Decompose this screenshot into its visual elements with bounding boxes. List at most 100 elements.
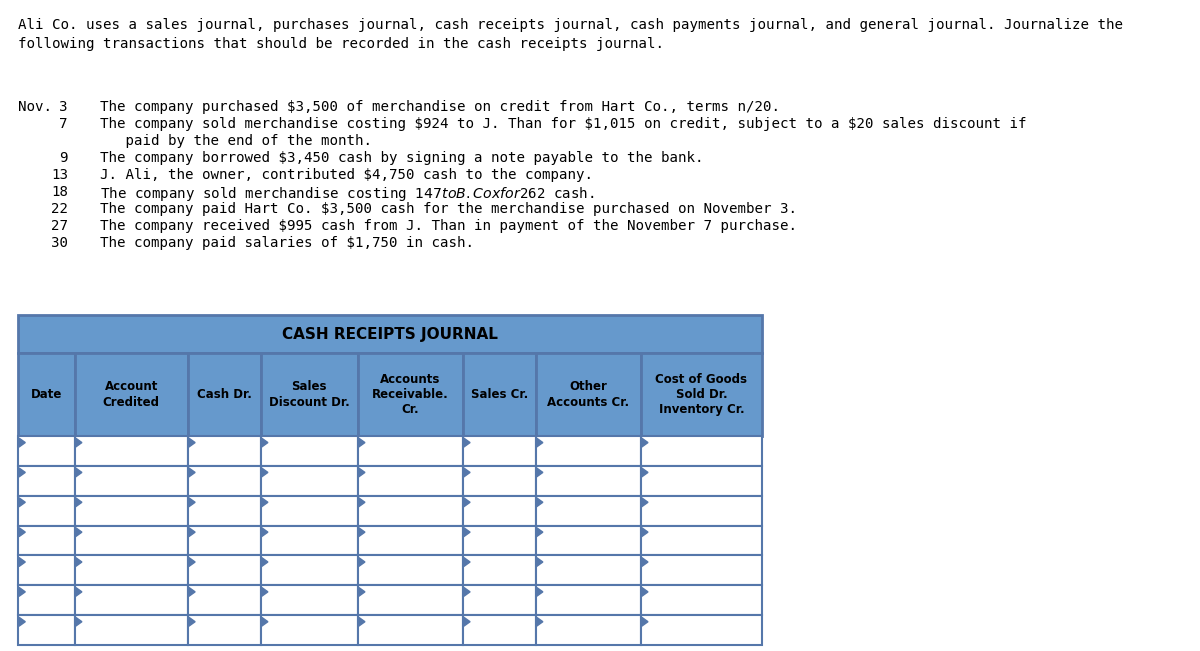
Polygon shape xyxy=(19,617,25,626)
Polygon shape xyxy=(19,438,25,447)
Polygon shape xyxy=(536,617,542,626)
Polygon shape xyxy=(19,557,25,566)
Bar xyxy=(641,525,762,555)
Text: Nov.: Nov. xyxy=(18,100,52,114)
Bar xyxy=(535,495,641,525)
Text: The company sold merchandise costing $147 to B. Cox for $262 cash.: The company sold merchandise costing $14… xyxy=(100,185,594,203)
Polygon shape xyxy=(262,528,268,536)
Polygon shape xyxy=(19,587,25,596)
Bar xyxy=(18,585,74,615)
Bar xyxy=(535,436,641,466)
Text: J. Ali, the owner, contributed $4,750 cash to the company.: J. Ali, the owner, contributed $4,750 ca… xyxy=(100,168,593,182)
Bar xyxy=(535,555,641,585)
Bar xyxy=(358,555,463,585)
Polygon shape xyxy=(359,528,365,536)
Bar xyxy=(535,615,641,645)
Polygon shape xyxy=(536,557,542,566)
Bar xyxy=(463,353,535,436)
Polygon shape xyxy=(76,557,82,566)
Text: Sales
Discount Dr.: Sales Discount Dr. xyxy=(269,380,349,408)
Polygon shape xyxy=(642,587,648,596)
Bar xyxy=(463,466,535,495)
Text: The company purchased $3,500 of merchandise on credit from Hart Co., terms n/20.: The company purchased $3,500 of merchand… xyxy=(100,100,780,114)
Bar xyxy=(188,615,260,645)
Bar xyxy=(463,495,535,525)
Bar xyxy=(74,615,188,645)
Bar xyxy=(260,615,358,645)
Bar xyxy=(535,353,641,436)
Bar xyxy=(463,436,535,466)
Text: The company borrowed $3,450 cash by signing a note payable to the bank.: The company borrowed $3,450 cash by sign… xyxy=(100,151,703,165)
Text: paid by the end of the month.: paid by the end of the month. xyxy=(100,134,372,148)
Polygon shape xyxy=(463,557,470,566)
Bar xyxy=(641,495,762,525)
Bar xyxy=(18,436,74,466)
Polygon shape xyxy=(463,528,470,536)
Polygon shape xyxy=(76,617,82,626)
Text: Accounts
Receivable.
Cr.: Accounts Receivable. Cr. xyxy=(372,373,449,416)
Text: 18: 18 xyxy=(50,185,68,199)
Bar xyxy=(535,585,641,615)
Polygon shape xyxy=(642,468,648,477)
Polygon shape xyxy=(463,468,470,477)
Text: 13: 13 xyxy=(50,168,68,182)
Bar xyxy=(18,353,74,436)
Bar xyxy=(188,353,260,436)
Text: Sales Cr.: Sales Cr. xyxy=(470,388,528,401)
Polygon shape xyxy=(642,528,648,536)
Bar xyxy=(641,436,762,466)
Bar xyxy=(18,495,74,525)
Polygon shape xyxy=(188,617,196,626)
Polygon shape xyxy=(642,498,648,506)
Text: 3: 3 xyxy=(60,100,68,114)
Bar xyxy=(260,466,358,495)
Polygon shape xyxy=(262,617,268,626)
Polygon shape xyxy=(188,438,196,447)
Polygon shape xyxy=(76,587,82,596)
Polygon shape xyxy=(76,528,82,536)
Bar xyxy=(463,525,535,555)
Bar xyxy=(188,555,260,585)
Polygon shape xyxy=(359,617,365,626)
Text: Other
Accounts Cr.: Other Accounts Cr. xyxy=(547,380,629,408)
Text: CASH RECEIPTS JOURNAL: CASH RECEIPTS JOURNAL xyxy=(282,327,498,342)
Polygon shape xyxy=(359,587,365,596)
Polygon shape xyxy=(76,438,82,447)
Polygon shape xyxy=(262,557,268,566)
Bar xyxy=(641,353,762,436)
Polygon shape xyxy=(642,438,648,447)
Bar xyxy=(358,495,463,525)
Bar xyxy=(641,615,762,645)
Bar xyxy=(641,466,762,495)
Text: Date: Date xyxy=(31,388,62,401)
Text: 7: 7 xyxy=(60,117,68,131)
Bar xyxy=(74,525,188,555)
Polygon shape xyxy=(262,498,268,506)
Polygon shape xyxy=(188,468,196,477)
Bar xyxy=(260,495,358,525)
Bar xyxy=(74,495,188,525)
Polygon shape xyxy=(536,438,542,447)
Text: The company paid salaries of $1,750 in cash.: The company paid salaries of $1,750 in c… xyxy=(100,236,474,250)
Bar xyxy=(18,525,74,555)
Bar xyxy=(74,353,188,436)
Bar xyxy=(641,585,762,615)
Bar xyxy=(260,436,358,466)
Bar xyxy=(18,615,74,645)
Bar xyxy=(358,615,463,645)
Text: The company paid Hart Co. $3,500 cash for the merchandise purchased on November : The company paid Hart Co. $3,500 cash fo… xyxy=(100,202,797,216)
Polygon shape xyxy=(642,557,648,566)
Polygon shape xyxy=(262,468,268,477)
Text: Ali Co. uses a sales journal, purchases journal, cash receipts journal, cash pay: Ali Co. uses a sales journal, purchases … xyxy=(18,18,1123,32)
Text: 27: 27 xyxy=(50,219,68,233)
Polygon shape xyxy=(188,587,196,596)
Bar xyxy=(188,585,260,615)
Bar xyxy=(260,525,358,555)
Polygon shape xyxy=(463,587,470,596)
Bar xyxy=(18,466,74,495)
Polygon shape xyxy=(642,617,648,626)
Polygon shape xyxy=(536,498,542,506)
Bar xyxy=(188,436,260,466)
Bar xyxy=(641,555,762,585)
Bar xyxy=(358,436,463,466)
